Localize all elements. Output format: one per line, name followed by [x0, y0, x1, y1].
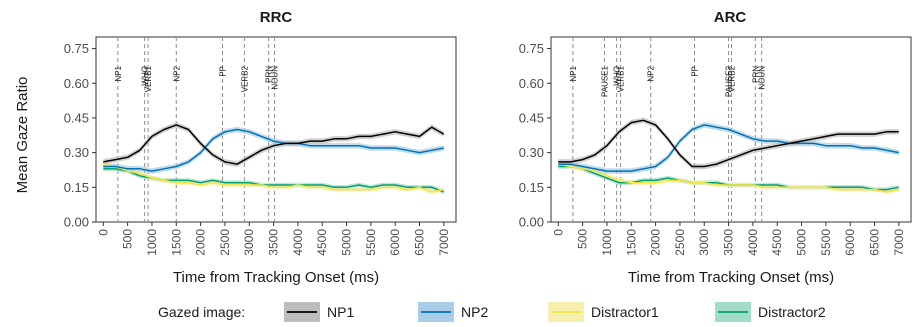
- x-tick-label: 500: [121, 229, 135, 249]
- x-axis-title: Time from Tracking Onset (ms): [173, 269, 379, 286]
- line-np1: [558, 119, 899, 168]
- legend: Gazed image: NP1 NP2 Distractor1 Distractor…: [158, 302, 826, 322]
- y-tick-label: 0.45: [64, 110, 89, 125]
- line-distractor1: [558, 163, 899, 193]
- y-tick-label: 0.00: [519, 215, 544, 230]
- panel-title: ARC: [714, 9, 747, 26]
- x-tick-label: 2000: [194, 229, 208, 256]
- line-np2: [558, 124, 899, 172]
- x-tick-label: 6500: [413, 229, 427, 256]
- event-label-verb2: VERB2: [240, 65, 249, 92]
- event-label-pp: PP: [218, 66, 227, 77]
- x-tick-label: 2000: [649, 229, 663, 256]
- event-label-prn: PRN: [751, 66, 760, 83]
- x-tick-label: 6500: [868, 229, 882, 256]
- panel-title: RRC: [260, 9, 293, 26]
- line-distractor1: [103, 163, 444, 193]
- panel-rrc: RRC 0.00 0.15 0.30 0.45 0.60 0.75 0 500 1000 1500 2…: [64, 9, 457, 286]
- event-label-pause2: PAUSE2: [725, 65, 734, 97]
- y-tick-label: 0.75: [64, 41, 89, 56]
- x-tick-label: 0: [96, 229, 110, 236]
- x-tick-label: 3500: [267, 229, 281, 256]
- y-tick-label: 0.30: [64, 145, 89, 160]
- event-label-noun: NOUN: [271, 66, 280, 90]
- event-label-verb1: VERB1: [144, 65, 153, 92]
- ribbon-distractor1: [558, 161, 899, 195]
- x-tick-label: 5000: [340, 229, 354, 256]
- line-np1: [103, 124, 445, 165]
- event-label-pause1: PAUSE1: [601, 65, 610, 97]
- x-tick-label: 1500: [169, 229, 183, 256]
- legend-label-distractor1: Distractor1: [591, 304, 659, 320]
- x-tick-label: 1000: [145, 229, 159, 256]
- x-tick-label: 4500: [770, 229, 784, 256]
- legend-label-np2: NP2: [461, 304, 488, 320]
- x-tick-label: 1000: [600, 229, 614, 256]
- event-label-who: WHO: [141, 66, 150, 86]
- x-tick-label: 4500: [315, 229, 329, 256]
- panel-arc: ARC 0.00 0.15 0.30 0.45 0.60 0.75 0 500 1000 1500 2…: [519, 9, 912, 286]
- event-label-np1: NP1: [569, 65, 578, 81]
- legend-label-np1: NP1: [327, 304, 354, 320]
- x-axis-title: Time from Tracking Onset (ms): [628, 269, 834, 286]
- legend-label-distractor2: Distractor2: [758, 304, 826, 320]
- y-tick-label: 0.15: [64, 180, 89, 195]
- y-tick-label: 0.75: [519, 41, 544, 56]
- x-tick-label: 6000: [843, 229, 857, 256]
- x-tick-label: 3000: [697, 229, 711, 256]
- y-tick-label: 0.15: [519, 180, 544, 195]
- panels-layer: RRC 0.00 0.15 0.30 0.45 0.60 0.75 0 500 1000 1500 2…: [64, 9, 912, 286]
- x-tick-label: 500: [576, 229, 590, 249]
- x-tick-label: 2500: [673, 229, 687, 256]
- y-tick-label: 0.60: [64, 76, 89, 91]
- event-label-noun: NOUN: [758, 66, 767, 90]
- x-tick-label: 3500: [722, 229, 736, 256]
- event-label-who: WHO: [613, 66, 622, 86]
- event-label-verb2: VERB2: [727, 65, 736, 92]
- x-tick-label: 0: [551, 229, 565, 236]
- x-tick-label: 1500: [624, 229, 638, 256]
- x-tick-label: 5000: [795, 229, 809, 256]
- plot-frame: [95, 36, 457, 223]
- y-tick-label: 0.00: [64, 215, 89, 230]
- y-tick-label: 0.60: [519, 76, 544, 91]
- x-tick-label: 5500: [364, 229, 378, 256]
- event-label-prn: PRN: [265, 66, 274, 83]
- x-tick-label: 4000: [291, 229, 305, 256]
- x-tick-label: 4000: [746, 229, 760, 256]
- x-tick-label: 6000: [388, 229, 402, 256]
- x-tick-label: 2500: [218, 229, 232, 256]
- x-tick-label: 7000: [437, 229, 451, 256]
- event-label-pp: PP: [691, 66, 700, 77]
- y-axis-title: Mean Gaze Ratio: [14, 77, 31, 194]
- y-tick-label: 0.45: [519, 110, 544, 125]
- event-label-np1: NP1: [114, 65, 123, 81]
- x-tick-label: 7000: [892, 229, 906, 256]
- line-np2: [103, 128, 444, 172]
- x-tick-label: 3000: [242, 229, 256, 256]
- y-tick-label: 0.30: [519, 145, 544, 160]
- event-label-verb1: VERB1: [617, 65, 626, 92]
- ribbon-np1: [103, 122, 444, 167]
- event-label-np2: NP2: [647, 65, 656, 81]
- x-tick-label: 5500: [819, 229, 833, 256]
- event-label-np2: NP2: [172, 65, 181, 81]
- legend-title: Gazed image:: [158, 304, 245, 320]
